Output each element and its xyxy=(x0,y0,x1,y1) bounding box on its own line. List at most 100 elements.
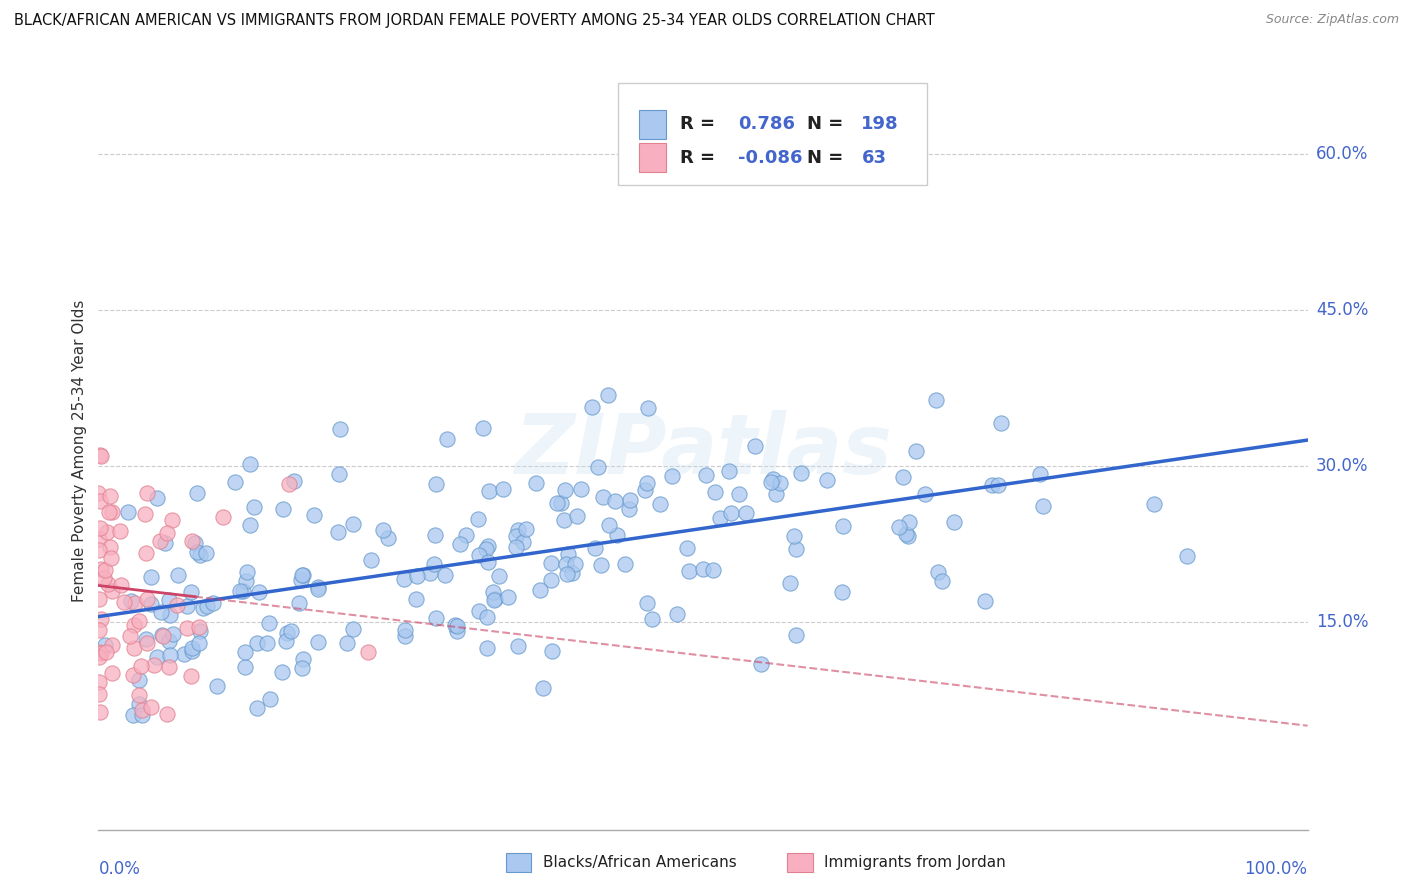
Point xyxy=(87,533,110,547)
Point xyxy=(146,491,169,506)
Point xyxy=(159,648,181,662)
Point xyxy=(419,566,441,580)
Point xyxy=(598,517,620,532)
Point xyxy=(150,628,173,642)
Point xyxy=(156,526,179,541)
Point xyxy=(277,477,299,491)
Point xyxy=(478,483,501,498)
Point xyxy=(540,573,562,587)
Point xyxy=(247,584,270,599)
Point xyxy=(425,477,447,491)
Point xyxy=(661,469,683,483)
Point xyxy=(180,640,202,655)
Point xyxy=(94,638,117,652)
Point xyxy=(276,625,298,640)
Point xyxy=(564,557,586,571)
Text: 63: 63 xyxy=(862,149,886,167)
Point xyxy=(235,574,257,589)
Point xyxy=(484,591,506,606)
Text: 30.0%: 30.0% xyxy=(1316,457,1368,475)
Point xyxy=(606,528,628,542)
Point xyxy=(128,697,150,711)
Point xyxy=(744,439,766,453)
Point xyxy=(581,401,603,415)
Point xyxy=(232,583,254,598)
Point xyxy=(749,657,772,671)
Point xyxy=(136,486,159,500)
Point xyxy=(110,578,132,592)
Point xyxy=(90,450,112,464)
Point xyxy=(128,688,150,702)
Text: 45.0%: 45.0% xyxy=(1316,301,1368,319)
Point xyxy=(176,622,198,636)
Point xyxy=(436,432,458,446)
Point xyxy=(181,644,204,658)
Point xyxy=(157,660,180,674)
Point xyxy=(512,535,534,549)
Point xyxy=(186,545,208,559)
Point xyxy=(550,496,572,510)
Point xyxy=(785,627,807,641)
Point xyxy=(290,574,312,588)
Point xyxy=(925,392,948,407)
Point xyxy=(270,665,292,680)
Point xyxy=(122,641,145,656)
Point xyxy=(557,547,579,561)
Point xyxy=(636,476,658,491)
Text: R =: R = xyxy=(681,149,721,167)
Point xyxy=(605,494,627,508)
Point xyxy=(271,502,294,516)
Point xyxy=(342,517,364,532)
Point xyxy=(356,645,378,659)
Point xyxy=(149,605,172,619)
Point xyxy=(193,601,215,615)
Point xyxy=(89,674,111,689)
Point xyxy=(515,522,537,536)
Point xyxy=(159,608,181,623)
Point xyxy=(889,520,911,534)
Point xyxy=(759,475,782,490)
Point xyxy=(434,567,457,582)
Point xyxy=(307,580,329,594)
Text: BLACK/AFRICAN AMERICAN VS IMMIGRANTS FROM JORDAN FEMALE POVERTY AMONG 25-34 YEAR: BLACK/AFRICAN AMERICAN VS IMMIGRANTS FRO… xyxy=(14,13,935,29)
Point xyxy=(505,541,527,555)
Point xyxy=(97,505,120,519)
Point xyxy=(307,582,329,596)
Point xyxy=(425,611,447,625)
Point xyxy=(553,513,575,527)
Point xyxy=(524,476,547,491)
Point xyxy=(149,533,172,548)
Point xyxy=(665,607,688,621)
Point xyxy=(765,487,787,501)
Point xyxy=(898,515,921,529)
Point xyxy=(242,500,264,514)
Point xyxy=(96,645,118,659)
Point xyxy=(89,705,111,719)
Point xyxy=(283,474,305,488)
Point xyxy=(482,584,505,599)
Point xyxy=(477,556,499,570)
Point xyxy=(832,518,855,533)
Point xyxy=(692,562,714,576)
Point xyxy=(468,549,491,563)
Point xyxy=(727,486,749,500)
Point xyxy=(136,636,159,650)
Point xyxy=(990,416,1012,430)
Text: Blacks/African Americans: Blacks/African Americans xyxy=(543,855,737,870)
Point xyxy=(120,594,142,608)
Point xyxy=(529,583,551,598)
Text: 198: 198 xyxy=(862,115,898,134)
Point xyxy=(157,592,180,607)
Point xyxy=(101,665,124,680)
Point xyxy=(1175,549,1198,563)
Point xyxy=(477,539,499,553)
Point xyxy=(508,639,530,653)
Point xyxy=(188,624,211,638)
Point xyxy=(180,669,202,683)
Point xyxy=(87,644,110,658)
Point xyxy=(233,645,256,659)
Point xyxy=(135,546,157,560)
Point xyxy=(326,524,349,539)
Text: 15.0%: 15.0% xyxy=(1316,613,1368,631)
Point xyxy=(97,577,120,591)
